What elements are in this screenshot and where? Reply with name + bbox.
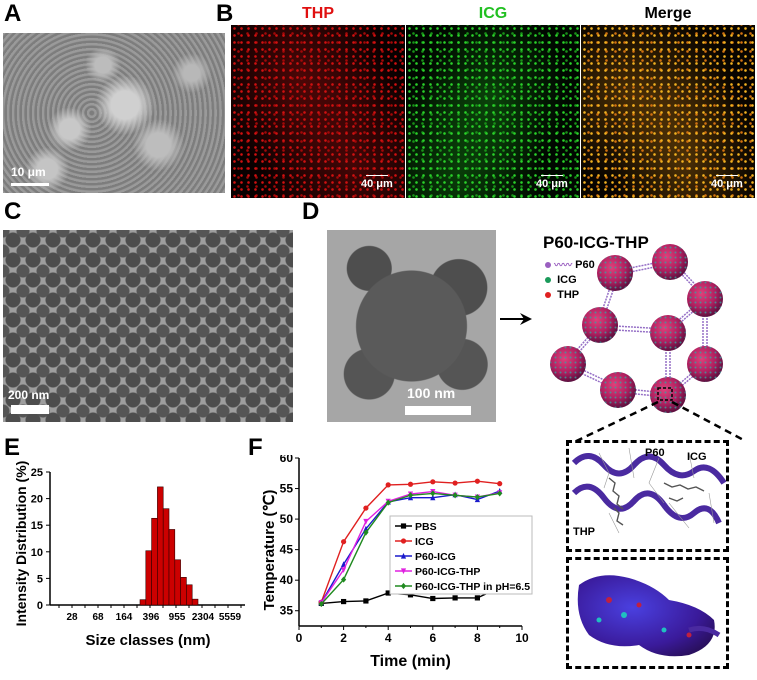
- thp-dot-icon: [545, 292, 551, 298]
- legend-label: P60-ICG-THP: [415, 566, 480, 578]
- x-tick-label: 164: [116, 612, 133, 623]
- x-tick-label: 8: [474, 631, 481, 645]
- x-tick-label: 28: [66, 612, 78, 623]
- y-tick-label: 50: [280, 512, 294, 526]
- panel-label-c: C: [4, 198, 22, 225]
- sem-image: 10 μm: [3, 33, 225, 193]
- y-axis-title: Temperature (℃): [261, 490, 278, 611]
- fluorescence-merge-image: 40 μm: [581, 25, 755, 198]
- panel-label-a: A: [4, 0, 22, 27]
- y-tick-label: 40: [280, 573, 294, 587]
- molecular-detail-box: P60 ICG THP: [566, 440, 729, 552]
- p60-chain-icon: 〰〰: [554, 260, 573, 270]
- bar: [168, 529, 176, 606]
- scale-text-c: 200 nm: [8, 388, 50, 402]
- chart-legend: PBS ICG P60-ICG P60-ICG-THP P60-ICG-THP in p…: [389, 515, 533, 595]
- scale-bar-merge: [716, 175, 738, 176]
- bar: [162, 508, 170, 606]
- scale-bar-thp: [366, 175, 388, 176]
- legend-item-thp: THP: [545, 288, 595, 303]
- panel-label-e: E: [4, 434, 21, 461]
- y-tick-label: 15: [31, 520, 43, 532]
- size-distribution-chart: 0 5 10 15 20 25 28 68 164 396 955 2304 5559 Size clas…: [13, 461, 245, 649]
- bar: [180, 577, 187, 606]
- panel-label-d: D: [302, 198, 320, 225]
- bar: [145, 550, 152, 606]
- fluorescence-icg-image: 40 μm: [406, 25, 580, 198]
- scale-bar-c: [11, 405, 49, 414]
- bar: [191, 598, 199, 606]
- x-tick-label: 10: [515, 631, 529, 645]
- x-tick-label: 2: [340, 631, 347, 645]
- bar: [151, 517, 158, 606]
- legend-item-icg: ICG: [545, 273, 595, 288]
- scale-text-d: 100 nm: [407, 385, 456, 401]
- x-tick-label: 4: [385, 631, 392, 645]
- scale-text-merge: 40 μm: [711, 178, 743, 190]
- x-tick-label: 396: [143, 612, 160, 623]
- tem-image-c: 200 nm: [3, 230, 293, 422]
- legend-item-p60: 〰〰 P60: [545, 258, 595, 273]
- bar: [186, 584, 193, 606]
- bar: [174, 559, 181, 606]
- scale-text-thp: 40 μm: [361, 178, 393, 190]
- temperature-chart: 35 40 45 50 55 60 0 2 4 6 8 10 PBS ICG P60-ICG P60-ICG-…: [261, 455, 533, 670]
- scale-text-a: 10 μm: [11, 165, 46, 179]
- y-tick-label: 45: [280, 543, 294, 557]
- arrow-right-icon: [500, 313, 532, 325]
- channel-title-thp: THP: [302, 5, 334, 22]
- y-tick-label: 20: [31, 494, 43, 506]
- model-title: P60-ICG-THP: [543, 233, 649, 252]
- y-tick-label: 60: [280, 455, 294, 465]
- panel-label-b: B: [216, 0, 234, 27]
- x-axis-title: Time (min): [370, 653, 451, 670]
- p60-dot-icon: [545, 262, 551, 268]
- protein-helix-ribbon: [571, 447, 727, 534]
- legend-label: P60-ICG: [415, 551, 456, 563]
- y-tick-label: 5: [37, 573, 43, 585]
- legend-label: PBS: [415, 521, 437, 533]
- channel-title-icg: ICG: [478, 5, 508, 22]
- y-tick-label: 0: [37, 600, 43, 612]
- x-tick-label: 6: [429, 631, 436, 645]
- protein-surface-render: [577, 575, 721, 657]
- model-legend: 〰〰 P60 ICG THP: [545, 258, 595, 303]
- channel-title-merge: Merge: [644, 5, 692, 22]
- panel-label-f: F: [248, 434, 263, 461]
- y-tick-label: 25: [31, 467, 43, 479]
- y-axis-title: Intensity Distribution (%): [13, 461, 29, 627]
- legend-label: P60-ICG-THP in pH=6.5: [415, 581, 530, 593]
- label-icg: ICG: [687, 451, 707, 463]
- bar: [139, 599, 147, 606]
- nanoparticle-network-diagram: [550, 244, 747, 440]
- x-tick-label: 2304: [192, 612, 215, 623]
- x-axis-title: Size classes (nm): [85, 632, 210, 649]
- fluorescence-thp-image: 40 μm: [231, 25, 405, 198]
- legend-label: ICG: [415, 536, 434, 548]
- molecular-surface-box: [566, 557, 729, 669]
- scale-bar-icg: [541, 175, 563, 176]
- scale-bar-d: [405, 406, 471, 415]
- x-tick-label: 955: [169, 612, 186, 623]
- y-tick-label: 10: [31, 547, 43, 559]
- y-tick-label: 55: [280, 482, 294, 496]
- label-p60: P60: [645, 447, 665, 459]
- tem-image-d: 100 nm: [327, 230, 496, 422]
- icg-dot-icon: [545, 277, 551, 283]
- x-tick-label: 68: [92, 612, 104, 623]
- y-tick-label: 35: [280, 604, 294, 618]
- bar: [157, 486, 164, 606]
- label-thp: THP: [573, 526, 595, 538]
- scale-text-icg: 40 μm: [536, 178, 568, 190]
- scale-bar-a: [11, 183, 49, 186]
- x-tick-label: 0: [296, 631, 303, 645]
- x-tick-label: 5559: [219, 612, 242, 623]
